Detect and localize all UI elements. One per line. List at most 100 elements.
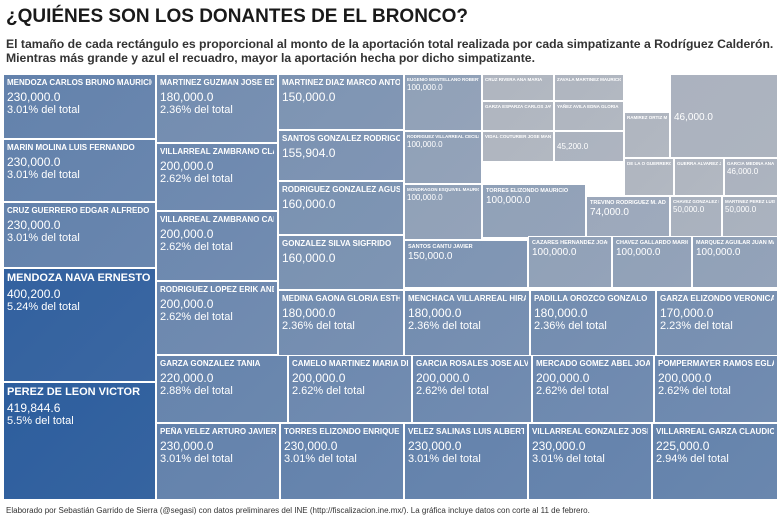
tile-name: TORRES ELIZONDO MAURICIO: [486, 188, 569, 194]
treemap-tile: CRUZ RIVERA ANA MARIA: [482, 74, 554, 101]
tile-value: 100,000.0: [532, 247, 577, 258]
tile-percent: 3.01% del total: [7, 232, 80, 244]
tile-name: GARZA GONZALEZ TANIA: [160, 359, 261, 368]
tile-name: MENDOZA CARLOS BRUNO MAURICIO: [7, 78, 152, 87]
tile-percent: 2.62% del total: [658, 385, 731, 397]
treemap-tile: GARZA GONZALEZ TANIA 220,000.0 2.88% del t…: [156, 355, 288, 423]
tile-percent: 2.36% del total: [160, 104, 233, 116]
treemap-tile: CAZARES HERNANDEZ JOAQUIN100,000.0: [528, 236, 612, 288]
tile-name: EUGENIO MONTELLANO ROBERTO: [407, 77, 479, 82]
treemap-tile: MEDINA GAONA GLORIA ESTHER 180,000.0 2.36%…: [278, 290, 404, 356]
tile-value: 180,000.0: [160, 90, 214, 104]
tile-name: SANTOS CANTU JAVIER: [408, 244, 473, 250]
tile-name: VILLARREAL GARZA CLAUDIO FERNANDO: [656, 427, 774, 436]
treemap-tile: MENCHACA VILLARREAL HIRAM 180,000.0 2.36% …: [404, 290, 530, 356]
tile-percent: 3.01% del total: [532, 453, 605, 465]
tile-value: 50,000.0: [725, 205, 757, 214]
tile-name: PEREZ DE LEON VICTOR: [7, 386, 141, 398]
tile-name: VILLARREAL GONZALEZ JOSE LUIS: [532, 427, 648, 436]
treemap-tile: GARZA ESPARZA CARLOS JAVIER: [482, 101, 554, 131]
treemap-tile: MARTINEZ GUZMAN JOSE EDUARDO 180,000.02.3…: [156, 74, 278, 143]
tile-name: MARTINEZ DIAZ MARCO ANTONIO: [282, 78, 400, 87]
tile-name: MEDINA GAONA GLORIA ESTHER: [282, 294, 400, 303]
treemap-tile: TORRES ELIZONDO ENRIQUE 230,000.0 3.01% de…: [280, 423, 404, 500]
tile-name: RAMIREZ ORTIZ MARIA MARGARITA: [627, 115, 667, 120]
treemap-tile: VILLARREAL ZAMBRANO CLAUDIO FERNANDO 200,…: [156, 143, 278, 211]
treemap: MENDOZA CARLOS BRUNO MAURICIO 230,000.0 3.…: [0, 72, 780, 502]
tile-percent: 2.62% del total: [160, 241, 233, 253]
treemap-tile: RODRIGUEZ LOPEZ ERIK ANDRES 200,000.02.62…: [156, 281, 278, 355]
treemap-tile: RODRIGUEZ VILLARREAL CECILIA LORENA100,0…: [404, 131, 482, 184]
treemap-tile: VILLARREAL ZAMBRANO CARLOS 200,000.02.62%…: [156, 211, 278, 281]
tile-value: 200,000.0: [160, 159, 214, 173]
tile-name: MENCHACA VILLARREAL HIRAM: [408, 294, 526, 303]
tile-value: 230,000.0: [7, 90, 61, 104]
tile-percent: 2.94% del total: [656, 453, 729, 465]
tile-value: 230,000.0: [160, 439, 214, 453]
tile-value: 200,000.0: [160, 297, 214, 311]
tile-value: 100,000.0: [407, 193, 443, 202]
tile-name: CAMELO MARTINEZ MARIA DEL CARMEN LOURDES: [292, 359, 408, 368]
treemap-tile: GARCIA MEDINA ANA MARIA46,000.0: [724, 158, 778, 196]
treemap-tile: SANTOS CANTU JAVIER 150,000.0: [404, 240, 528, 288]
treemap-tile: GONZALEZ SILVA SIGFRIDO 160,000.0: [278, 235, 404, 290]
tile-value: 200,000.0: [658, 371, 712, 385]
treemap-tile: GARZA ELIZONDO VERONICA BEATRIZ 170,000.0…: [656, 290, 778, 356]
treemap-tile: MARTINEZ PEREZ LUIS 50,000.0: [722, 196, 778, 238]
tile-value: 36,440.0: [627, 88, 659, 97]
treemap-tile: GARCIA ROSALES JOSE ALVARO 200,000.02.62%…: [412, 355, 532, 423]
treemap-tile: RAMIREZ ORTIZ MARIA MARGARITA: [624, 112, 670, 158]
tile-name: TREVIÑO RODRIGUEZ M. ADRIANA: [590, 200, 666, 206]
tile-value: 170,000.0: [660, 306, 714, 320]
tile-name: SANTOS GONZALEZ RODRIGO: [282, 134, 400, 143]
tile-value: 150,000.0: [408, 251, 453, 262]
tile-value: 400,200.0: [7, 287, 61, 301]
tile-value: 150,000.0: [282, 90, 336, 104]
tile-name: MARQUEZ AGUILAR JUAN MANUEL: [696, 240, 774, 246]
tile-name: DE LA O GUERRERO MANUEL ENRIQUE: [627, 161, 671, 166]
treemap-tile: VELEZ SALINAS LUIS ALBERTO 230,000.0 3.01%…: [404, 423, 528, 500]
tile-value: 200,000.0: [416, 371, 470, 385]
tile-value: 230,000.0: [284, 439, 338, 453]
tile-value: 45,200.0: [557, 141, 589, 151]
tile-value: 200,000.0: [292, 371, 346, 385]
treemap-tile: MONDRAGON ESQUIVEL MAURICIO 100,000.0: [404, 184, 482, 240]
treemap-tile: YAÑEZ AVILA EDNA GLORIA: [554, 101, 624, 131]
tile-name: TORRES ELIZONDO ENRIQUE: [284, 427, 400, 436]
tile-name: MARIN MOLINA LUIS FERNANDO: [7, 143, 135, 152]
tile-name: MERCADO GOMEZ ABEL JOAQUIN: [536, 359, 650, 368]
treemap-tile: MARQUEZ AGUILAR JUAN MANUEL100,000.0: [692, 236, 778, 288]
tile-name: VILLARREAL ZAMBRANO CARLOS: [160, 215, 274, 224]
treemap-tile: 45,200.0: [554, 131, 624, 162]
tile-value: 180,000.0: [282, 306, 336, 320]
tile-percent: 3.01% del total: [7, 169, 80, 181]
tile-value: 74,000.0: [590, 207, 629, 218]
tile-name: GUERRA ALVAREZ JOSE DEL ROSARIO: [677, 161, 721, 166]
tile-name: PEÑA VELEZ ARTURO JAVIER: [160, 427, 276, 436]
tile-value: 100,000.0: [407, 140, 443, 149]
treemap-tile: EUGENIO MONTELLANO ROBERTO 100,000.0: [404, 74, 482, 131]
treemap-tile: PADILLA OROZCO GONZALO 180,000.0 2.36% del…: [530, 290, 656, 356]
tile-name: GARZA ESPARZA CARLOS JAVIER: [485, 104, 551, 109]
treemap-tile: 36,440.0: [624, 74, 670, 112]
tile-name: GARCIA ROSALES JOSE ALVARO: [416, 359, 528, 368]
tile-name: VIDAL COUTURIER JOSE MANUEL: [485, 134, 551, 139]
tile-percent: 2.36% del total: [534, 320, 607, 332]
tile-name: VELEZ SALINAS LUIS ALBERTO: [408, 427, 524, 436]
treemap-tile: TORRES ELIZONDO MAURICIO 100,000.0: [482, 184, 586, 238]
tile-value: 160,000.0: [282, 197, 336, 211]
tile-name: ZAVALA MARTINEZ MAURICIO: [557, 77, 621, 82]
tile-percent: 3.01% del total: [408, 453, 481, 465]
tile-name: YAÑEZ AVILA EDNA GLORIA: [557, 104, 619, 109]
treemap-tile: RODRIGUEZ GONZALEZ AGUSTIN 160,000.0: [278, 181, 404, 235]
treemap-tile: CAMELO MARTINEZ MARIA DEL CARMEN LOURDES…: [288, 355, 412, 423]
tile-name: RODRIGUEZ GONZALEZ AGUSTIN: [282, 185, 400, 194]
tile-name: POMPERMAYER RAMOS EGLA: [658, 359, 774, 368]
tile-value: 230,000.0: [7, 218, 61, 232]
treemap-tile: VILLARREAL GARZA CLAUDIO FERNANDO 225,000…: [652, 423, 778, 500]
tile-value: 220,000.0: [160, 371, 214, 385]
tile-percent: 2.62% del total: [416, 385, 489, 397]
tile-name: CRUZ GUERRERO EDGAR ALFREDO: [7, 206, 150, 215]
tile-value: 200,000.0: [536, 371, 590, 385]
tile-value: 100,000.0: [407, 83, 443, 92]
